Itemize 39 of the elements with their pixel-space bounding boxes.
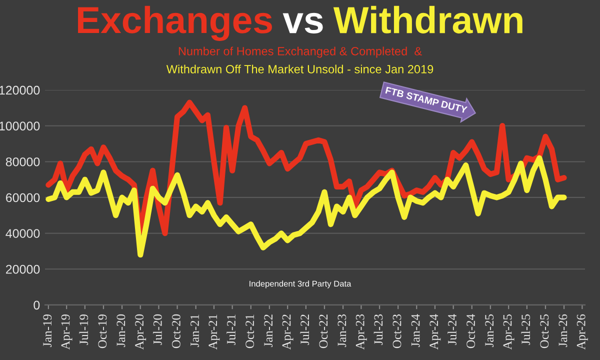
x-tick-label: Apr-19 <box>61 314 72 350</box>
x-tick-label: Jan-25 <box>485 314 494 348</box>
x-tick-label: Oct-21 <box>246 314 254 348</box>
x-tick-label: Apr-21 <box>208 314 220 350</box>
x-tick-label: Oct-23 <box>392 314 402 348</box>
x-tick-label: Jul-23 <box>374 314 383 345</box>
x-tick-label: Apr-25 <box>503 314 514 350</box>
x-tick-label: Jul-25 <box>521 314 530 345</box>
x-tick-label: Jan-26 <box>558 314 568 348</box>
x-tick-label: Jan-24 <box>411 314 420 348</box>
y-tick-label: 80000 <box>6 157 40 166</box>
y-tick-label: 20000 <box>6 264 40 274</box>
x-tick-label: Apr-22 <box>282 314 294 350</box>
x-tick-label: Jul-24 <box>448 314 456 345</box>
x-tick-label: Jan-23 <box>338 314 346 348</box>
x-tick-label: Oct-20 <box>172 314 180 348</box>
x-tick-label: Jan-21 <box>190 314 199 348</box>
y-tick-label: 40000 <box>6 229 40 238</box>
x-tick-label: Jul-20 <box>153 314 162 345</box>
x-tick-label: Jul-19 <box>79 314 88 345</box>
x-tick-label: Apr-20 <box>135 314 146 350</box>
annotation: FTB STAMP DUTY <box>385 86 468 114</box>
x-tick-label: Oct-22 <box>319 314 328 348</box>
x-tick-label: Apr-23 <box>356 314 367 350</box>
chart-subtitle: Number of Homes Exchanged & Completed & Withdrawn Off The Market Unsold - since Jan 2019 <box>166 46 434 74</box>
y-tick-label: 60000 <box>6 193 40 202</box>
x-tick-label: Oct-19 <box>98 314 107 348</box>
x-tick-label: Apr-24 <box>430 314 441 350</box>
chart-title: Exchanges vs Withdrawn <box>78 6 522 41</box>
annotation: Independent 3rd Party Data <box>250 280 352 288</box>
x-tick-label: Apr-26 <box>576 314 588 350</box>
x-tick-label: Jan-22 <box>264 314 273 348</box>
x-tick-label: Jan-19 <box>43 314 52 348</box>
x-tick-label: Jul-21 <box>226 314 236 345</box>
x-tick-label: Oct-24 <box>466 314 476 348</box>
y-tick-label: 0 <box>34 300 40 310</box>
x-tick-label: Jan-20 <box>116 314 126 348</box>
x-tick-label: Jul-22 <box>300 314 310 345</box>
x-tick-label: Oct-25 <box>540 314 549 348</box>
